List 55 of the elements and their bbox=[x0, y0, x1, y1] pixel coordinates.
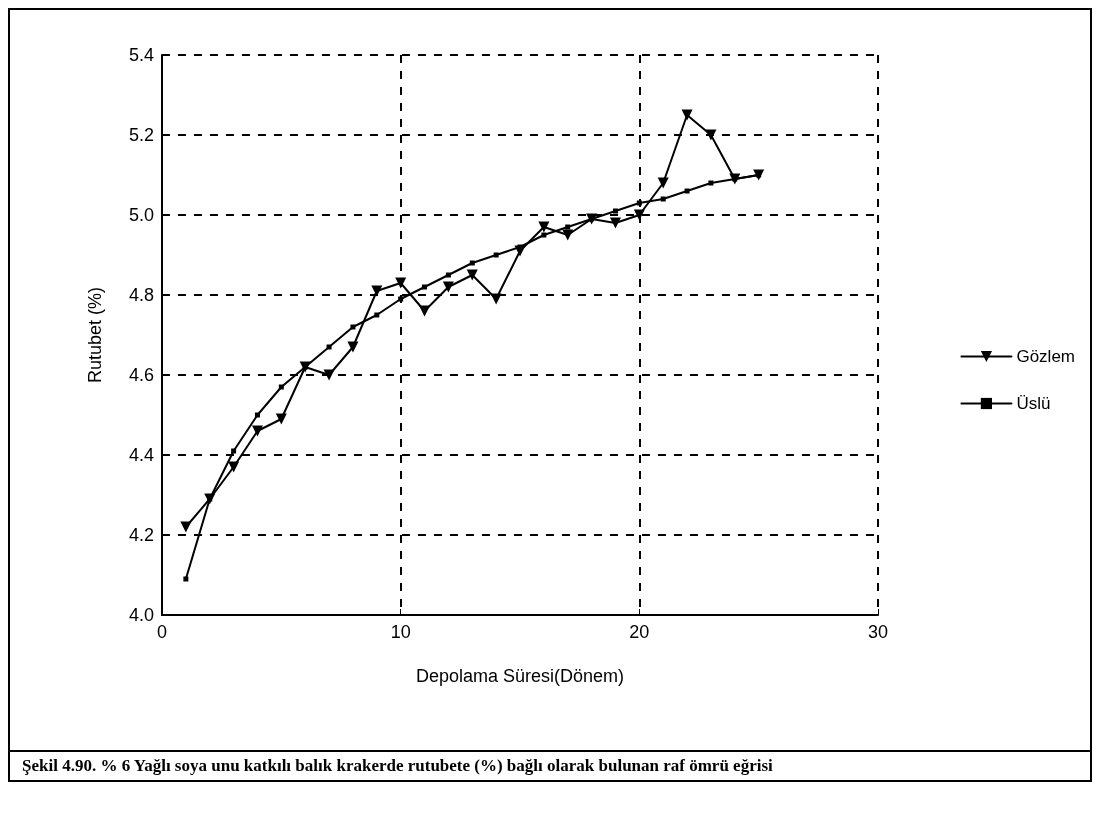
y-tick-label: 4.0 bbox=[128, 605, 154, 625]
point bbox=[183, 576, 189, 582]
point bbox=[442, 281, 454, 293]
point bbox=[254, 412, 260, 418]
point bbox=[326, 344, 332, 350]
point bbox=[562, 229, 574, 241]
point bbox=[684, 188, 690, 194]
point bbox=[228, 461, 240, 473]
y-tick-label: 5.0 bbox=[128, 205, 154, 225]
point bbox=[636, 200, 642, 206]
text: Şekil 4.90. % 6 Yağlı soya unu katkılı balık krakerde rutubete (%) bağlı olarak bulunan raf ömrü eğrisi bbox=[10, 750, 1090, 780]
legend-label: Üslü bbox=[1016, 394, 1051, 413]
point bbox=[395, 277, 407, 289]
point bbox=[374, 312, 380, 318]
point bbox=[493, 252, 499, 258]
y-tick-label: 4.8 bbox=[128, 285, 154, 305]
point bbox=[323, 369, 335, 381]
point bbox=[350, 324, 356, 330]
x-axis-title: Depolama Süresi(Dönem) bbox=[415, 666, 625, 686]
legend-label: Gözlem bbox=[1016, 347, 1076, 366]
point bbox=[541, 232, 547, 238]
point bbox=[705, 129, 717, 141]
point bbox=[275, 413, 287, 425]
point bbox=[422, 284, 428, 290]
x-tick-label: 30 bbox=[867, 622, 889, 642]
point bbox=[660, 196, 666, 202]
point bbox=[419, 305, 431, 317]
point bbox=[251, 425, 263, 437]
point bbox=[681, 109, 693, 121]
point bbox=[469, 260, 475, 266]
point bbox=[612, 208, 618, 214]
point bbox=[445, 272, 451, 278]
point bbox=[609, 217, 621, 229]
point bbox=[633, 209, 645, 221]
y-tick-label: 4.2 bbox=[128, 525, 154, 545]
point bbox=[180, 521, 192, 533]
point bbox=[231, 448, 237, 454]
y-axis-title: Rutubet (%) bbox=[85, 286, 105, 384]
point bbox=[490, 293, 502, 305]
point bbox=[347, 341, 359, 353]
point bbox=[657, 177, 669, 189]
y-tick-label: 4.6 bbox=[128, 365, 154, 385]
point bbox=[278, 384, 284, 390]
x-tick-label: 10 bbox=[390, 622, 411, 642]
point bbox=[398, 296, 404, 302]
x-tick-label: 20 bbox=[629, 622, 650, 642]
y-tick-label: 5.4 bbox=[128, 45, 154, 65]
point bbox=[565, 224, 571, 230]
y-tick-label: 5.2 bbox=[128, 125, 154, 145]
point bbox=[708, 180, 714, 186]
point bbox=[371, 285, 383, 297]
point bbox=[466, 269, 478, 281]
y-tick-label: 4.4 bbox=[128, 445, 154, 465]
x-tick-label: 0 bbox=[156, 622, 168, 642]
point bbox=[538, 221, 550, 233]
